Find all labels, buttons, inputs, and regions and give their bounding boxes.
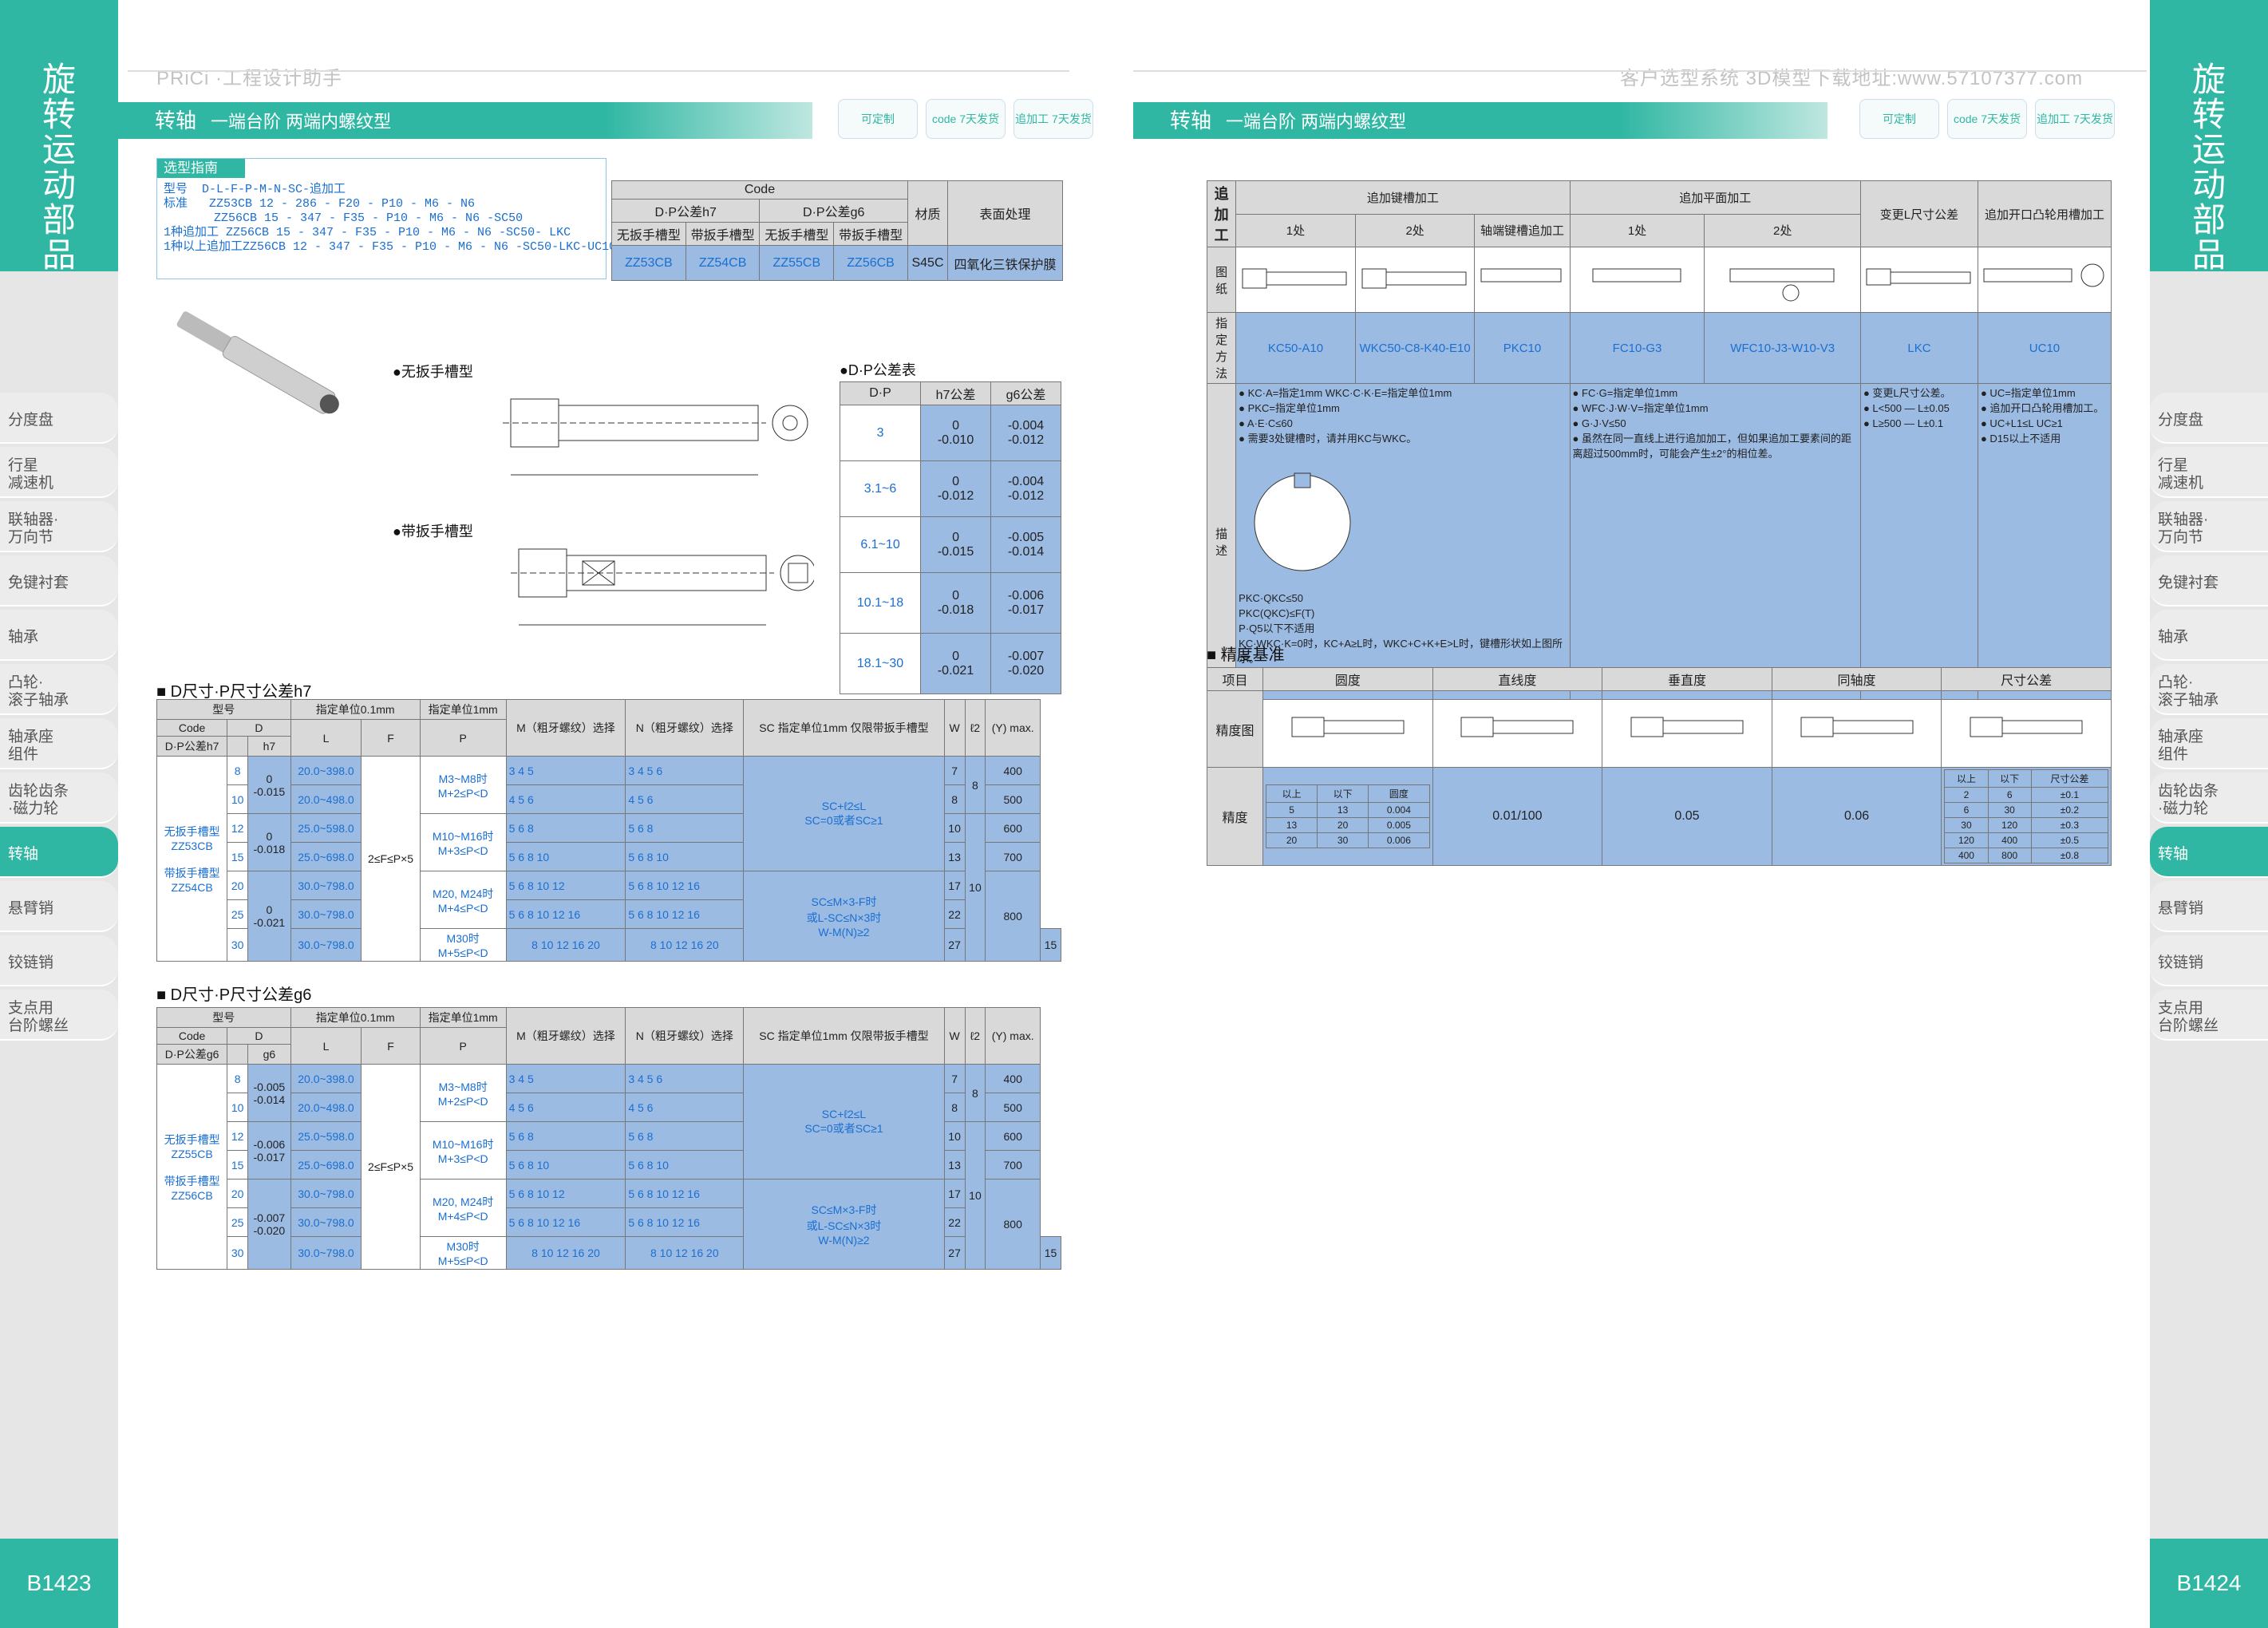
nav-item-active[interactable]: 转轴 <box>2150 827 2268 878</box>
dp-table-title: ●D·P公差表 <box>840 362 916 378</box>
nav-item[interactable]: 轴承 <box>0 610 118 661</box>
nav-item[interactable]: 悬臂销 <box>0 881 118 932</box>
nav-item[interactable]: 免键衬套 <box>2150 555 2268 607</box>
side-nav: 分度盘 行星 减速机 联轴器· 万向节 免键衬套 轴承 凸轮· 滚子轴承 轴承座… <box>2150 393 2268 1044</box>
additional-processing-table: 追加工 追加键槽加工 追加平面加工 变更L尺寸公差 追加开口凸轮用槽加工 1处 2处 轴端键… <box>1206 180 2112 700</box>
category-title: 旋转运动部品 <box>2150 0 2268 273</box>
category-title: 旋转运动部品 <box>0 0 118 273</box>
product-image <box>176 311 339 414</box>
precision-drawing <box>1771 690 1942 768</box>
precision-title: ■ 精度基准 <box>1207 646 1285 664</box>
nav-item[interactable]: 行星 减速机 <box>0 447 118 498</box>
add-badge: 追加工 7天发货 <box>1013 99 1093 139</box>
drawing-wrench <box>511 548 814 626</box>
precision-table: 项目 圆度 直线度 垂直度 同轴度 尺寸公差 精度图 精度 以上 以下 圆度 5 13 0.004 1… <box>1206 667 2112 866</box>
drawing-label: ●带扳手槽型 <box>393 524 473 539</box>
left-sidebar: 旋转运动部品 分度盘 行星 减速机 联轴器· 万向节 免键衬套 轴承 凸轮· 滚… <box>0 0 118 1628</box>
guide-line: ZZ56CB 15 - 347 - F35 - P10 - M6 - N6 -S… <box>164 211 524 225</box>
divider <box>1133 70 2147 72</box>
nav-item[interactable]: 支点用 台阶螺丝 <box>2150 990 2268 1041</box>
drawing-cell <box>1354 247 1476 313</box>
spec-table-title: ■ D尺寸·P尺寸公差h7 <box>156 683 312 701</box>
code-badge: code 7天发货 <box>926 99 1006 139</box>
nav-item[interactable]: 齿轮齿条 ·磁力轮 <box>2150 773 2268 824</box>
page-title: 转轴 一端台阶 两端内螺纹型 <box>118 102 812 139</box>
nav-item[interactable]: 轴承座 组件 <box>2150 718 2268 769</box>
nav-item[interactable]: 凸轮· 滚子轴承 <box>2150 664 2268 715</box>
divider <box>128 70 1069 72</box>
spec-table-h7: 型号 指定单位0.1mm 指定单位1mm M（粗牙螺纹）选择 N（粗牙螺纹）选择 SC 指… <box>156 699 1061 962</box>
precision-drawing <box>1432 690 1603 768</box>
nav-item[interactable]: 铰链销 <box>0 935 118 986</box>
nav-item[interactable]: 凸轮· 滚子轴承 <box>0 664 118 715</box>
right-sidebar: 旋转运动部品 分度盘 行星 减速机 联轴器· 万向节 免键衬套 轴承 凸轮· 滚… <box>2150 0 2268 1628</box>
desc-length: ● 变更L尺寸公差。 ● L<500 — L±0.05 ● L≥500 — L±0.… <box>1859 383 1978 700</box>
desc-flat: ● FC·G=指定单位1mm ● WFC·J·W·V=指定单位1mm ● G·J·V… <box>1569 383 1861 700</box>
desc-cam-slot: ● UC=指定单位1mm ● 追加开口凸轮用槽加工。 ● UC+L1≤L UC≥1 ●… <box>1977 383 2112 700</box>
drawing-cell <box>1235 247 1356 313</box>
roundness-cell: 以上 以下 圆度 5 13 0.004 13 20 0.005 20 30 0.006 <box>1262 767 1433 866</box>
nav-item-active[interactable]: 转轴 <box>0 827 118 878</box>
precision-drawing <box>1602 690 1772 768</box>
guide-line: 标准 ZZ53CB 12 - 286 - F20 - P10 - M6 - N6 <box>164 197 476 211</box>
drawing-no-wrench <box>503 398 808 476</box>
nav-item[interactable]: 联轴器· 万向节 <box>2150 501 2268 552</box>
desc-keyway: ● KC·A=指定1mm WKC·C·K·E=指定单位1mm ● PKC=指定单位… <box>1235 383 1571 700</box>
nav-item[interactable]: 分度盘 <box>0 393 118 444</box>
selection-guide: 选型指南 型号 D-L-F-P-M-N-SC-追加工 标准 ZZ53CB 12 … <box>156 158 617 279</box>
guide-line: 1种以上追加工ZZ56CB 12 - 347 - F35 - P10 - M6 … <box>164 240 617 254</box>
side-nav: 分度盘 行星 减速机 联轴器· 万向节 免键衬套 轴承 凸轮· 滚子轴承 轴承座… <box>0 393 118 1044</box>
page-number: B1424 <box>2150 1539 2268 1628</box>
nav-item[interactable]: 行星 减速机 <box>2150 447 2268 498</box>
nav-item[interactable]: 支点用 台阶螺丝 <box>0 990 118 1041</box>
drawing-cell <box>1569 247 1705 313</box>
nav-item[interactable]: 轴承座 组件 <box>0 718 118 769</box>
precision-drawing <box>1262 690 1433 768</box>
drawing-label: ●无扳手槽型 <box>393 364 473 380</box>
drawing-cell <box>1704 247 1861 313</box>
drawing-cell <box>1474 247 1571 313</box>
guide-line: 1种追加工 ZZ56CB 15 - 347 - F35 - P10 - M6 -… <box>164 226 571 239</box>
page-number: B1423 <box>0 1539 118 1628</box>
guide-title: 选型指南 <box>157 159 245 178</box>
spec-table-title: ■ D尺寸·P尺寸公差g6 <box>156 986 312 1004</box>
page-title: 转轴 一端台阶 两端内螺纹型 <box>1133 102 1827 139</box>
badges: 可定制 code 7天发货 追加工 7天发货 <box>838 99 1093 139</box>
custom-badge: 可定制 <box>1859 99 1939 139</box>
nav-item[interactable]: 分度盘 <box>2150 393 2268 444</box>
nav-item[interactable]: 悬臂销 <box>2150 881 2268 932</box>
spec-table-g6: 型号 指定单位0.1mm 指定单位1mm M（粗牙螺纹）选择 N（粗牙螺纹）选择 SC 指… <box>156 1007 1061 1270</box>
size-tol-cell: 以上 以下 尺寸公差 2 6 ±0.1 6 30 ±0.2 30 120 ±0.3 120 400 ±0.5… <box>1941 767 2112 866</box>
drawing-cell <box>1859 247 1978 313</box>
guide-line: 型号 D-L-F-P-M-N-SC-追加工 <box>164 183 346 196</box>
code-table: Code 材质 表面处理 D·P公差h7 D·P公差g6 无扳手槽型 带扳手槽型 无扳手槽… <box>610 180 1063 281</box>
add-badge: 追加工 7天发货 <box>2035 99 2115 139</box>
nav-item[interactable]: 铰链销 <box>2150 935 2268 986</box>
nav-item[interactable]: 联轴器· 万向节 <box>0 501 118 552</box>
nav-item[interactable]: 轴承 <box>2150 610 2268 661</box>
custom-badge: 可定制 <box>838 99 918 139</box>
nav-item[interactable]: 齿轮齿条 ·磁力轮 <box>0 773 118 824</box>
nav-item[interactable]: 免键衬套 <box>0 555 118 607</box>
drawing-cell <box>1977 247 2112 313</box>
badges: 可定制 code 7天发货 追加工 7天发货 <box>1859 99 2115 139</box>
precision-drawing <box>1941 690 2112 768</box>
code-badge: code 7天发货 <box>1947 99 2027 139</box>
